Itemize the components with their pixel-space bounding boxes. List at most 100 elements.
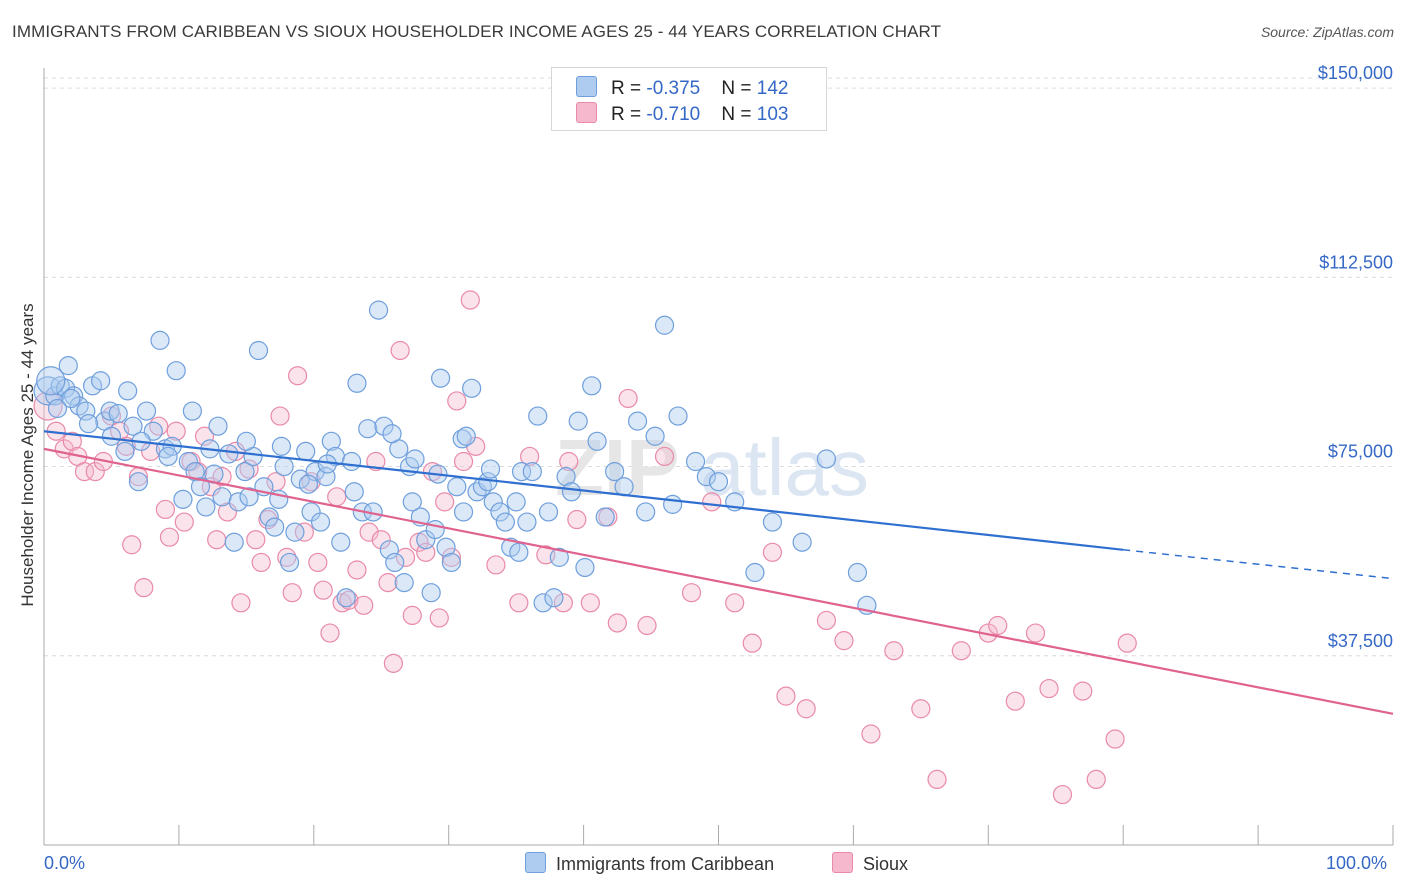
caribbean-point <box>190 477 211 497</box>
legend-row-caribbean: R = -0.375 N = 142 <box>576 76 788 100</box>
sioux-point <box>155 499 176 520</box>
caribbean-point <box>208 416 228 436</box>
caribbean-point <box>265 517 285 537</box>
sioux-point <box>347 560 367 580</box>
caribbean-point <box>382 424 402 444</box>
sioux-point <box>1039 678 1059 699</box>
sioux-point <box>85 461 105 482</box>
caribbean-point <box>196 497 216 517</box>
sioux-point <box>702 492 722 512</box>
caribbean-point <box>185 461 205 482</box>
caribbean-point <box>219 444 239 464</box>
caribbean-point <box>453 502 474 522</box>
caribbean-point <box>36 366 66 396</box>
legend-n-label: N = <box>721 104 757 125</box>
caribbean-point <box>58 356 78 376</box>
caribbean-point <box>305 461 325 482</box>
caribbean-point <box>271 436 292 456</box>
caribbean-point <box>447 477 467 497</box>
caribbean-point <box>582 376 602 396</box>
svg-text:atlas: atlas <box>700 423 869 512</box>
caribbean-point <box>91 371 111 391</box>
caribbean-point <box>274 456 294 477</box>
zipatlas-watermark: ZIP atlas <box>555 423 869 512</box>
sioux-point <box>251 552 271 573</box>
caribbean-point <box>575 557 595 578</box>
caribbean-point <box>76 401 96 421</box>
y-tick-label: $112,500 <box>1319 252 1393 272</box>
sioux-point <box>441 547 461 567</box>
sioux-point <box>402 605 422 626</box>
caribbean-point <box>549 547 569 567</box>
sioux-point <box>796 699 816 719</box>
sioux-point <box>988 615 1008 636</box>
sioux-point <box>776 686 796 706</box>
caribbean-point <box>344 482 364 502</box>
sioux-point <box>395 547 416 567</box>
sioux-point <box>742 633 762 653</box>
caribbean-point <box>298 474 319 494</box>
caribbean-point <box>347 373 367 393</box>
caribbean-point <box>636 502 656 522</box>
sioux-point <box>520 446 540 467</box>
sioux-point <box>1073 681 1093 701</box>
sioux-point <box>246 530 266 550</box>
y-axis-label: Householder Income Ages 25 - 44 years <box>18 303 37 607</box>
sioux-point <box>762 542 783 562</box>
caribbean-point <box>158 446 178 467</box>
blue-swatch-icon <box>576 76 597 97</box>
sioux-point <box>371 530 391 550</box>
caribbean-point <box>509 542 529 562</box>
caribbean-point <box>816 449 837 469</box>
caribbean-point <box>745 562 765 583</box>
source-label: Source: ZipAtlas.com <box>1260 24 1394 40</box>
legend-row-sioux: R = -0.710 N = 103 <box>576 102 788 126</box>
caribbean-point <box>61 388 81 409</box>
sioux-point <box>607 613 627 633</box>
caribbean-point <box>108 403 128 424</box>
sioux-point <box>282 583 302 603</box>
sioux-point <box>320 623 340 643</box>
sioux-point <box>288 366 308 386</box>
sioux-point <box>277 547 297 567</box>
sioux-point <box>166 421 186 441</box>
y-tick-label: $37,500 <box>1328 631 1393 651</box>
sioux-point <box>453 451 474 472</box>
caribbean-point <box>538 502 559 522</box>
caribbean-point <box>385 552 405 573</box>
sioux-point <box>354 595 374 615</box>
pink-swatch-icon <box>832 852 853 873</box>
caribbean-point <box>341 451 362 472</box>
sioux-point <box>174 512 194 532</box>
caribbean-point <box>374 416 394 436</box>
caribbean-point <box>47 398 68 419</box>
sioux-point <box>159 527 180 547</box>
caribbean-point <box>528 406 548 426</box>
caribbean-point <box>368 300 389 320</box>
legend-r-label: R = <box>611 78 647 99</box>
caribbean-point <box>645 426 665 446</box>
caribbean-point <box>605 461 625 482</box>
sioux-point <box>509 593 529 613</box>
caribbean-point <box>561 482 582 502</box>
caribbean-point <box>64 386 84 406</box>
sioux-point <box>366 451 386 472</box>
sioux-point <box>339 590 359 610</box>
bottom-legend-caribbean: Immigrants from Caribbean <box>525 852 774 875</box>
sioux-point <box>486 555 506 575</box>
pink-swatch-icon <box>576 102 597 123</box>
sioux-point <box>447 391 467 411</box>
caribbean-point <box>336 588 356 608</box>
sioux-point <box>927 769 947 790</box>
sioux-point <box>308 552 328 573</box>
sioux-point <box>1025 623 1046 643</box>
sioux-point <box>618 388 638 409</box>
bottom-legend-sioux: Sioux <box>832 852 908 875</box>
sioux-point <box>231 593 251 613</box>
caribbean-point <box>331 532 351 552</box>
caribbean-point <box>224 532 244 552</box>
sioux-point <box>654 446 675 467</box>
caribbean-point <box>483 492 503 512</box>
legend-n-value-caribbean: 142 <box>756 78 789 99</box>
sioux-point <box>725 593 745 613</box>
